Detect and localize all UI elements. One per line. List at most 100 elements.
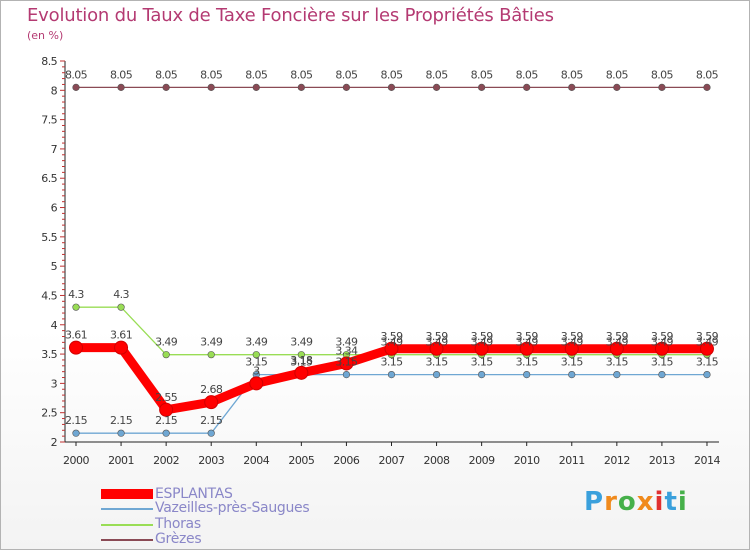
data-label: 3.61 [110, 329, 132, 342]
data-label: 2.55 [155, 391, 178, 404]
data-label: 3.18 [290, 354, 313, 367]
data-point [613, 83, 621, 91]
data-point [294, 365, 309, 380]
data-label: 3.34 [335, 344, 358, 357]
y-tick-label: 4.5 [41, 289, 57, 302]
data-point [207, 351, 215, 359]
data-point [699, 341, 714, 356]
data-point [519, 341, 534, 356]
data-label: 3.15 [245, 356, 268, 369]
data-label: 2.68 [200, 383, 223, 396]
data-label: 8.05 [65, 68, 88, 81]
data-label: 8.05 [380, 68, 403, 81]
data-label: 2.15 [110, 414, 133, 427]
data-label: 8.05 [561, 68, 584, 81]
x-tick-label: 2002 [153, 454, 179, 467]
data-point [204, 395, 219, 410]
data-label: 8.05 [200, 68, 223, 81]
data-label: 4.3 [113, 288, 129, 301]
legend-label: ESPLANTAS [155, 486, 233, 502]
data-label: 3.15 [471, 356, 494, 369]
data-label: 3.15 [516, 356, 539, 369]
data-point [609, 341, 624, 356]
logo-letter: r [604, 487, 618, 517]
data-point [207, 429, 215, 437]
x-tick-label: 2009 [469, 454, 495, 467]
y-tick-label: 5.5 [41, 231, 57, 244]
data-point [568, 370, 576, 379]
logo-letter: t [664, 487, 678, 517]
data-label: 3.49 [335, 336, 358, 349]
x-tick-label: 2011 [559, 454, 585, 467]
data-label: 3 [253, 364, 260, 377]
legend-swatch [101, 489, 153, 499]
data-label: 8.05 [335, 68, 358, 81]
x-tick-label: 2000 [63, 454, 89, 467]
data-label: 3.49 [606, 336, 629, 349]
y-tick-label: 8.5 [41, 55, 57, 68]
logo-letter: o [617, 487, 637, 517]
y-axis-unit: (en %) [27, 29, 64, 42]
data-label: 3.49 [245, 336, 268, 349]
data-point [564, 341, 579, 356]
data-point [703, 83, 711, 91]
data-label: 8.05 [696, 68, 719, 81]
data-label: 3.15 [290, 356, 313, 369]
y-tick-label: 6 [51, 202, 58, 215]
legend-label: Vazeilles-près-Saugues [155, 500, 310, 516]
data-point [703, 370, 711, 379]
data-label: 8.05 [245, 68, 268, 81]
y-tick-label: 3.5 [41, 348, 57, 361]
y-tick-label: 7 [51, 143, 58, 156]
legend-label: Thoras [155, 516, 201, 532]
data-label: 4.3 [68, 288, 84, 301]
x-tick-label: 2006 [333, 454, 359, 467]
legend-swatch [101, 524, 153, 526]
data-point [162, 429, 170, 437]
data-label: 3.59 [471, 330, 494, 343]
data-label: 3.59 [516, 330, 539, 343]
data-point [432, 83, 441, 91]
data-label: 3.49 [471, 336, 494, 349]
data-label: 8.05 [426, 68, 449, 81]
data-label: 3.49 [516, 336, 539, 349]
data-label: 3.49 [651, 336, 674, 349]
data-label: 8.05 [471, 68, 494, 81]
data-point [339, 356, 354, 371]
data-point [342, 83, 351, 91]
data-point [387, 83, 396, 91]
data-label: 3.15 [380, 356, 403, 369]
data-point [387, 370, 396, 379]
data-label: 3.59 [606, 330, 629, 343]
x-tick-label: 2012 [604, 454, 630, 467]
x-tick-label: 2007 [378, 454, 404, 467]
data-point [72, 83, 80, 91]
data-label: 8.05 [110, 68, 133, 81]
x-tick-label: 2010 [514, 454, 540, 467]
data-point [162, 83, 170, 91]
y-tick-label: 4 [51, 319, 58, 332]
data-point [297, 83, 305, 91]
data-label: 3.49 [426, 336, 449, 349]
y-tick-label: 6.5 [41, 172, 57, 185]
data-point [658, 370, 666, 379]
proxiti-logo: Proxiti [584, 487, 688, 517]
data-point [523, 83, 531, 91]
data-point [568, 83, 576, 91]
legend-swatch [101, 508, 153, 510]
data-label: 3.15 [426, 356, 449, 369]
data-label: 8.05 [606, 68, 629, 81]
data-label: 2.15 [155, 414, 178, 427]
legend-swatch [101, 539, 153, 541]
data-label: 3.49 [561, 336, 584, 349]
data-label: 3.59 [426, 330, 449, 343]
data-point [159, 402, 174, 417]
data-point [432, 370, 441, 379]
data-label: 3.49 [155, 336, 178, 349]
data-label: 2.15 [200, 414, 223, 427]
data-label: 3.59 [561, 330, 584, 343]
data-label: 2.15 [65, 414, 88, 427]
data-point [429, 341, 444, 356]
data-point [249, 376, 264, 391]
